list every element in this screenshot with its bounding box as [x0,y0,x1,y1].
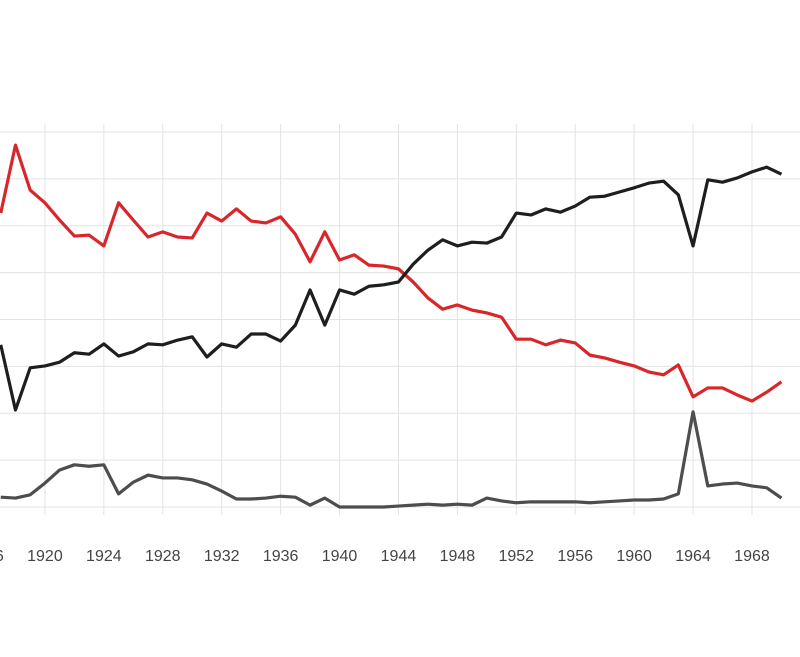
x-tick-label: 1968 [734,548,770,565]
x-tick-label: 1956 [557,548,593,565]
x-tick-label: 1936 [263,548,299,565]
x-tick-label: 1932 [204,548,240,565]
x-tick-label: 1928 [145,548,181,565]
data-line [0,143,783,403]
x-tick-label: 1916 [0,548,4,565]
x-tick-label: 1920 [27,548,63,565]
x-tick-label: 1940 [322,548,358,565]
x-tick-label: 1948 [440,548,476,565]
data-line [0,165,783,412]
x-tick-label: 1944 [381,548,417,565]
data-line [0,410,783,509]
x-tick-label: 1960 [616,548,652,565]
x-tick-label: 1952 [498,548,534,565]
x-tick-label: 1964 [675,548,711,565]
x-tick-label: 1924 [86,548,122,565]
